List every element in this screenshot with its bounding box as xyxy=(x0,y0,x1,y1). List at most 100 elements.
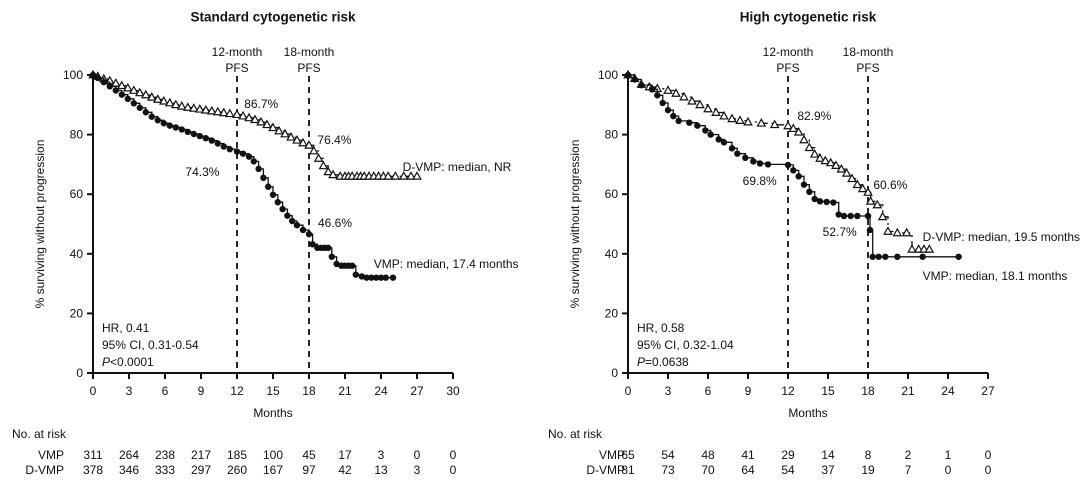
marker-open-triangle xyxy=(308,145,319,155)
y-tick-label: 40 xyxy=(605,247,619,261)
marker-open-triangle xyxy=(892,227,903,237)
x-tick-label: 9 xyxy=(745,384,752,398)
risk-value: 54 xyxy=(661,448,675,462)
x-tick-label: 27 xyxy=(410,384,424,398)
y-tick-label: 60 xyxy=(70,187,84,201)
pfs-landmark-label: 18-month xyxy=(843,45,894,59)
marker-filled-circle xyxy=(955,253,962,260)
series-path-vmp xyxy=(628,74,959,258)
y-tick-label: 20 xyxy=(70,306,84,320)
marker-filled-circle xyxy=(864,212,872,220)
marker-filled-circle xyxy=(124,95,131,103)
y-tick-label: 40 xyxy=(70,247,84,261)
annotation: 60.6% xyxy=(873,178,907,192)
risk-value: 311 xyxy=(83,448,102,462)
annotation: 86.7% xyxy=(244,97,278,111)
marker-filled-circle xyxy=(166,122,173,129)
risk-value: 73 xyxy=(661,463,675,477)
marker-open-triangle xyxy=(877,211,888,221)
marker-open-triangle xyxy=(841,168,852,177)
marker-filled-circle xyxy=(784,161,792,169)
risk-value: 217 xyxy=(191,448,211,462)
pfs-landmark-label: PFS xyxy=(225,61,248,75)
marker-open-triangle xyxy=(286,132,296,141)
marker-open-triangle xyxy=(134,87,145,97)
marker-filled-circle xyxy=(728,145,736,152)
risk-value: 81 xyxy=(621,463,635,477)
marker-filled-circle xyxy=(368,274,375,281)
marker-filled-circle xyxy=(100,78,108,86)
marker-open-triangle xyxy=(743,116,753,126)
x-tick-label: 30 xyxy=(446,384,460,398)
marker-open-triangle xyxy=(872,199,883,209)
x-tick-label: 18 xyxy=(861,384,875,398)
marker-filled-circle xyxy=(659,99,666,107)
pfs-landmark-label: PFS xyxy=(776,61,799,75)
x-tick-label: 21 xyxy=(338,384,352,398)
annotation: VMP: median, 18.1 months xyxy=(923,269,1068,283)
marker-filled-circle xyxy=(720,139,728,146)
panel-standard-cytogenetic-risk: Standard cytogenetic risk % surviving wit… xyxy=(12,10,519,478)
marker-open-triangle xyxy=(901,227,912,237)
marker-filled-circle xyxy=(106,83,114,90)
y-axis-label: % surviving without progression xyxy=(33,140,47,309)
marker-filled-circle xyxy=(196,132,203,140)
marker-open-triangle xyxy=(140,89,151,99)
risk-value: 0 xyxy=(985,448,992,462)
marker-open-triangle xyxy=(857,183,868,193)
x-tick-label: 12 xyxy=(781,384,795,398)
marker-filled-circle xyxy=(790,167,797,174)
marker-filled-circle xyxy=(220,143,227,150)
marker-filled-circle xyxy=(142,109,149,116)
marker-filled-circle xyxy=(265,183,272,190)
marker-filled-circle xyxy=(734,150,741,157)
marker-open-triangle xyxy=(671,88,681,97)
marker-filled-circle xyxy=(363,274,370,281)
marker-open-triangle xyxy=(711,107,721,116)
marker-filled-circle xyxy=(352,271,359,278)
marker-open-triangle xyxy=(323,166,334,176)
risk-value: 0 xyxy=(450,463,457,477)
stat-p: P<0.0001 xyxy=(102,355,154,369)
marker-filled-circle xyxy=(875,253,882,260)
annotation: 69.8% xyxy=(743,174,777,188)
marker-open-triangle xyxy=(128,85,139,94)
marker-open-triangle xyxy=(116,80,127,90)
pfs-landmark-label: PFS xyxy=(856,61,879,75)
marker-filled-circle xyxy=(250,158,257,165)
risk-value: 1 xyxy=(945,448,952,462)
marker-open-triangle xyxy=(924,244,935,253)
marker-filled-circle xyxy=(830,199,837,206)
annotation: 76.4% xyxy=(317,133,351,147)
marker-open-triangle xyxy=(206,105,217,115)
x-tick-label: 0 xyxy=(625,384,632,398)
risk-value: 0 xyxy=(414,448,421,462)
risk-value: 64 xyxy=(741,463,755,477)
risk-value: 54 xyxy=(781,463,795,477)
marker-open-triangle xyxy=(200,104,211,114)
marker-filled-circle xyxy=(894,253,901,260)
y-tick-label: 0 xyxy=(76,366,83,380)
y-tick-label: 20 xyxy=(605,306,619,320)
pfs-landmark-label: PFS xyxy=(297,61,320,75)
marker-open-triangle xyxy=(799,134,809,144)
marker-open-triangle xyxy=(164,97,175,107)
marker-filled-circle xyxy=(800,181,808,188)
annotation: 74.3% xyxy=(185,165,219,179)
marker-open-triangle xyxy=(727,113,737,123)
marker-open-triangle xyxy=(298,137,308,147)
marker-open-triangle xyxy=(703,103,713,113)
marker-filled-circle xyxy=(670,112,677,120)
marker-open-triangle xyxy=(170,99,181,109)
marker-filled-circle xyxy=(806,188,813,196)
marker-filled-circle xyxy=(869,253,876,260)
x-tick-label: 0 xyxy=(90,384,97,398)
marker-open-triangle xyxy=(250,114,260,124)
risk-value: 14 xyxy=(821,448,835,462)
risk-table-title: No. at risk xyxy=(12,427,67,441)
marker-open-triangle xyxy=(907,244,917,253)
marker-filled-circle xyxy=(172,124,179,131)
marker-filled-circle xyxy=(94,74,102,82)
risk-value: 260 xyxy=(227,463,247,477)
x-tick-label: 24 xyxy=(941,384,955,398)
